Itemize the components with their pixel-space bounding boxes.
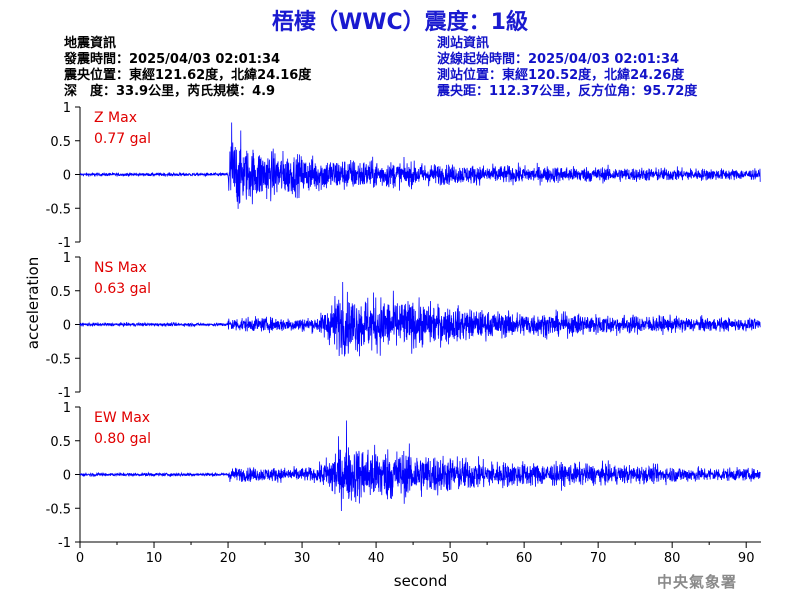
x-axis-label: second <box>394 572 448 590</box>
page-title: 梧棲（WWC）震度：1級 <box>272 10 528 35</box>
station-location: 測站位置：東經120.52度，北緯24.26度 <box>437 68 685 83</box>
epicenter-location: 震央位置：東經121.62度，北緯24.16度 <box>64 68 312 83</box>
y-tick-label: -0.5 <box>46 352 71 367</box>
x-tick-label: 70 <box>590 551 607 566</box>
x-tick-label: 0 <box>76 551 84 566</box>
x-tick-label: 40 <box>368 551 385 566</box>
x-tick-label: 30 <box>294 551 311 566</box>
x-tick-label: 80 <box>664 551 681 566</box>
y-tick-label: -1 <box>58 386 71 401</box>
station-info: 測站資訊 波線起始時間：2025/04/03 02:01:34 測站位置：東經1… <box>437 36 697 100</box>
footer-agency: 中央氣象署 <box>657 573 738 591</box>
earthquake-info: 地震資訊 發震時間：2025/04/03 02:01:34 震央位置：東經121… <box>64 36 311 100</box>
y-tick-label: -0.5 <box>46 502 71 517</box>
y-tick-label: 1 <box>63 251 71 266</box>
x-tick-label: 10 <box>146 551 163 566</box>
y-tick-label: 1 <box>63 101 71 116</box>
depth-magnitude: 深 度：33.9公里，芮氏規模：4.9 <box>64 84 276 99</box>
y-tick-label: 0 <box>63 319 71 334</box>
waveform-z <box>79 122 761 209</box>
y-tick-label: -1 <box>58 536 71 551</box>
max-value-z: 0.77 gal <box>94 131 151 147</box>
y-tick-label: 1 <box>63 401 71 416</box>
origin-time: 發震時間：2025/04/03 02:01:34 <box>64 52 281 67</box>
max-value-ns: 0.63 gal <box>94 281 151 297</box>
x-tick-label: 60 <box>516 551 533 566</box>
y-tick-label: 0 <box>63 469 71 484</box>
y-tick-label: -1 <box>58 236 71 251</box>
earthquake-info-heading: 地震資訊 <box>64 36 117 51</box>
max-label-ew: EW Max <box>94 410 150 426</box>
max-label-z: Z Max <box>94 110 137 126</box>
x-tick-label: 90 <box>738 551 755 566</box>
distance-azimuth: 震央距：112.37公里，反方位角：95.72度 <box>437 84 698 99</box>
y-tick-label: 0.5 <box>50 135 71 150</box>
station-info-heading: 測站資訊 <box>437 36 490 51</box>
waveform-start-time: 波線起始時間：2025/04/03 02:01:34 <box>437 52 680 67</box>
y-tick-label: -0.5 <box>46 202 71 217</box>
waveform-ns <box>79 281 761 357</box>
y-tick-label: 0.5 <box>50 285 71 300</box>
y-axis-label: acceleration <box>24 257 42 349</box>
max-label-ns: NS Max <box>94 260 147 276</box>
y-tick-label: 0 <box>63 169 71 184</box>
y-tick-label: 0.5 <box>50 435 71 450</box>
x-tick-label: 50 <box>442 551 459 566</box>
waveform-ew <box>79 420 761 512</box>
max-value-ew: 0.80 gal <box>94 431 151 447</box>
x-tick-label: 20 <box>220 551 237 566</box>
